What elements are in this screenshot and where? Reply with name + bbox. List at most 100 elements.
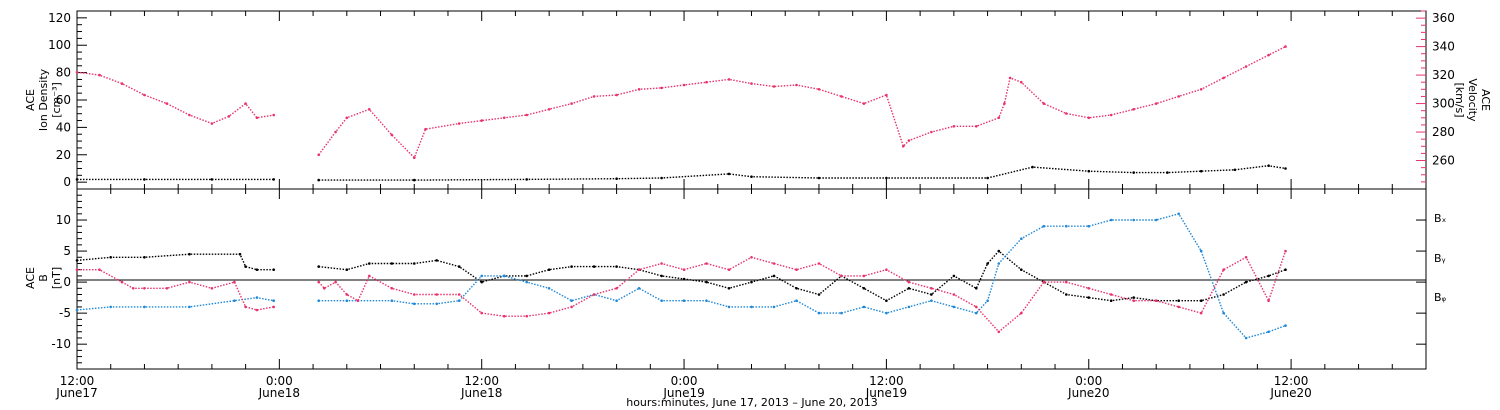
bz-point — [705, 262, 708, 265]
b-field-data — [75, 212, 1287, 340]
velocity-point — [188, 113, 191, 117]
x-tick-date: June18 — [258, 386, 300, 400]
bz-point — [682, 268, 686, 272]
velocity-y-ticks: 260 280 300 320 340 360 — [1416, 10, 1455, 183]
bx-point — [244, 265, 247, 268]
by-point — [272, 299, 276, 303]
legend-bx: Bₓ — [1434, 212, 1447, 225]
by-point — [1065, 224, 1068, 228]
bz-point — [1087, 287, 1091, 290]
bx-point — [547, 268, 551, 272]
velocity-point — [272, 113, 276, 117]
by-point — [1177, 212, 1180, 216]
b-tick-label: -10 — [51, 337, 71, 351]
bz-point — [817, 262, 821, 265]
bx-point — [727, 287, 731, 290]
density-series — [318, 164, 1286, 181]
bx-point — [975, 287, 978, 290]
bz-point — [615, 287, 618, 290]
velocity-point — [244, 102, 247, 105]
density-point — [1267, 164, 1270, 167]
by-point — [233, 299, 236, 303]
x-tick-time: 0:00 — [671, 374, 698, 388]
bx-point — [1177, 299, 1180, 303]
velocity-point — [1222, 76, 1225, 80]
density-tick-label: 40 — [56, 120, 71, 134]
x-tick-time: 12:00 — [869, 374, 904, 388]
bx-point — [272, 268, 276, 272]
velocity-ylabel-1: ACE — [1479, 89, 1492, 111]
b-ylabel-3: [nT] — [50, 267, 63, 289]
by-point — [1087, 224, 1091, 228]
density-point — [317, 178, 321, 182]
velocity-tick-label: 280 — [1432, 125, 1455, 139]
bz-point — [1154, 299, 1158, 303]
by-point — [1132, 218, 1135, 222]
density-point — [143, 178, 146, 181]
density-point — [885, 176, 888, 180]
panel-top-frame — [76, 10, 1427, 190]
bz-point — [356, 299, 360, 303]
b-tick-label: -5 — [59, 306, 71, 320]
by-point — [660, 299, 663, 303]
bx-series — [76, 253, 274, 271]
by-point — [817, 311, 821, 315]
bz-point — [1267, 299, 1270, 303]
x-tick-time: 12:00 — [60, 374, 95, 388]
x-axis-title: hours:minutes, June 17, 2013 – June 20, … — [626, 396, 878, 409]
bx-point — [238, 252, 242, 256]
bz-point — [1065, 280, 1068, 284]
by-point — [682, 299, 686, 303]
by-point — [390, 299, 394, 303]
bz-point — [368, 274, 371, 278]
density-tick-label: 80 — [56, 66, 71, 80]
bz-point — [323, 287, 326, 290]
x-tick-date: June17 — [55, 386, 97, 400]
density-point — [660, 176, 663, 180]
by-point — [1199, 249, 1203, 253]
velocity-point — [75, 70, 79, 74]
by-point — [986, 299, 989, 303]
bz-point — [1132, 299, 1135, 303]
velocity-ylabel-3: [km/s] — [1453, 82, 1466, 117]
velocity-point — [1154, 102, 1158, 105]
by-point — [317, 299, 321, 303]
bz-point — [255, 308, 259, 312]
bz-series — [77, 269, 274, 311]
velocity-point — [840, 95, 843, 98]
by-point — [1244, 336, 1248, 340]
by-point — [143, 305, 146, 309]
bz-point — [907, 280, 911, 284]
bz-point — [1020, 311, 1023, 315]
density-point — [727, 172, 731, 176]
density-velocity-data — [75, 45, 1287, 182]
density-point — [1284, 167, 1287, 170]
velocity-point — [1042, 102, 1046, 105]
velocity-point — [592, 95, 596, 98]
bz-point — [547, 311, 551, 315]
velocity-point — [1065, 112, 1068, 115]
legend-bz: Bᵩ — [1434, 291, 1447, 304]
x-tick-time: 12:00 — [1274, 374, 1309, 388]
velocity-ylabel-2: Velocity — [1466, 78, 1479, 122]
velocity-point — [772, 85, 776, 88]
bz-point — [840, 274, 843, 278]
velocity-point — [902, 145, 905, 148]
bx-point — [317, 265, 321, 268]
by-point — [480, 274, 484, 278]
velocity-point — [525, 113, 528, 117]
bx-point — [885, 299, 888, 303]
velocity-point — [952, 125, 956, 128]
bz-point — [997, 330, 1001, 334]
velocity-point — [615, 93, 618, 97]
density-ylabel-3: [cm⁻³] — [50, 82, 63, 118]
by-point — [907, 305, 911, 309]
b-tick-label: 10 — [56, 213, 71, 227]
density-tick-label: 120 — [48, 11, 71, 25]
by-point — [75, 308, 79, 312]
by-point — [637, 287, 641, 290]
velocity-point — [502, 116, 506, 120]
velocity-tick-label: 260 — [1432, 154, 1455, 168]
velocity-point — [255, 116, 259, 120]
bx-point — [368, 262, 371, 265]
